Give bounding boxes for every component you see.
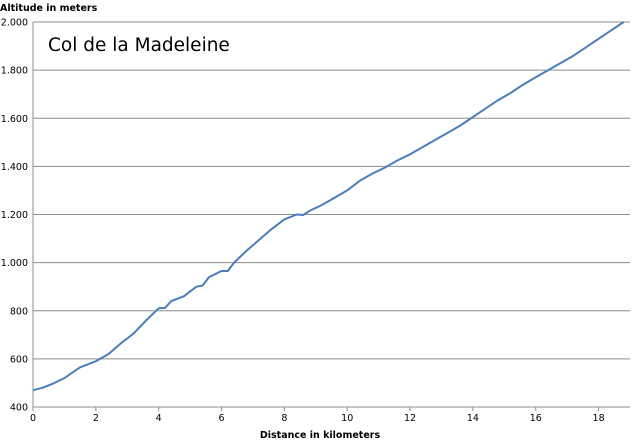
y-tick-label: 400 bbox=[10, 403, 28, 414]
y-tick-label: 1.200 bbox=[1, 210, 28, 221]
y-tick-label: 1.000 bbox=[1, 258, 28, 269]
x-tick-label: 16 bbox=[530, 413, 542, 424]
x-tick-label: 10 bbox=[341, 413, 353, 424]
x-tick-label: 2 bbox=[93, 413, 99, 424]
chart-title: Col de la Madeleine bbox=[48, 35, 230, 56]
gridlines bbox=[33, 21, 630, 360]
y-tick-label: 600 bbox=[10, 354, 28, 365]
x-tick-label: 6 bbox=[219, 413, 225, 424]
y-axis-label: Altitude in meters bbox=[0, 3, 98, 14]
x-tick-labels: 0 2 4 6 8 10 12 14 16 18 bbox=[30, 413, 605, 424]
x-tick-label: 0 bbox=[30, 413, 36, 424]
y-tick-label: 1.800 bbox=[1, 66, 28, 77]
y-tick-label: 1.600 bbox=[1, 114, 28, 125]
x-tick-label: 12 bbox=[404, 413, 416, 424]
x-tick-label: 18 bbox=[593, 413, 605, 424]
y-tick-labels: 400 600 800 1.000 1.200 1.400 1.600 1.800 2.000 bbox=[1, 18, 28, 414]
x-tick-label: 8 bbox=[281, 413, 287, 424]
x-axis-label: Distance in kilometers bbox=[259, 430, 381, 441]
altitude-series-line bbox=[32, 21, 625, 392]
axes bbox=[32, 22, 630, 411]
x-tick-label: 14 bbox=[467, 413, 479, 424]
y-tick-label: 1.400 bbox=[1, 162, 28, 173]
series-layer bbox=[32, 21, 625, 392]
y-tick-label: 2.000 bbox=[1, 18, 28, 29]
y-tick-label: 800 bbox=[10, 306, 28, 317]
x-tick-label: 4 bbox=[156, 413, 162, 424]
